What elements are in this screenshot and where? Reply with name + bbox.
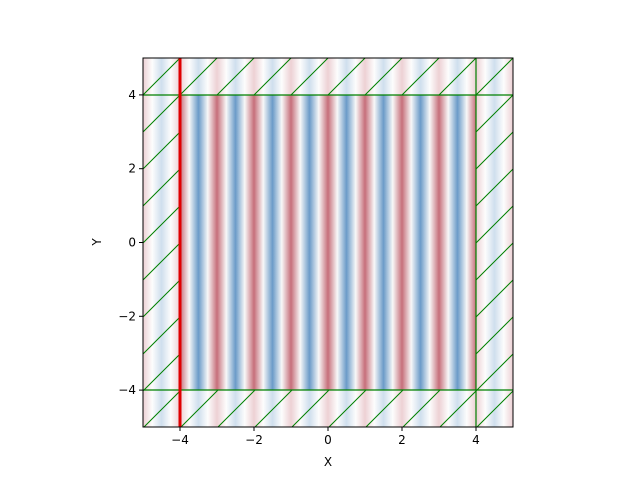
x-tick-label: 0 bbox=[324, 433, 332, 447]
x-tick-label: 4 bbox=[472, 433, 480, 447]
y-axis-label: Y bbox=[90, 238, 104, 247]
x-tick-label: −2 bbox=[245, 433, 263, 447]
y-tick-label: −2 bbox=[118, 309, 136, 323]
x-tick-label: −4 bbox=[171, 433, 189, 447]
x-axis-label: X bbox=[324, 455, 332, 469]
y-tick-label: 4 bbox=[128, 88, 136, 102]
x-tick-label: 2 bbox=[398, 433, 406, 447]
field-inner bbox=[180, 95, 476, 390]
pml-boundary bbox=[143, 58, 513, 427]
y-tick-label: 0 bbox=[128, 236, 136, 250]
y-tick-label: 2 bbox=[128, 162, 136, 176]
y-tick-label: −4 bbox=[118, 383, 136, 397]
field bbox=[143, 58, 513, 427]
